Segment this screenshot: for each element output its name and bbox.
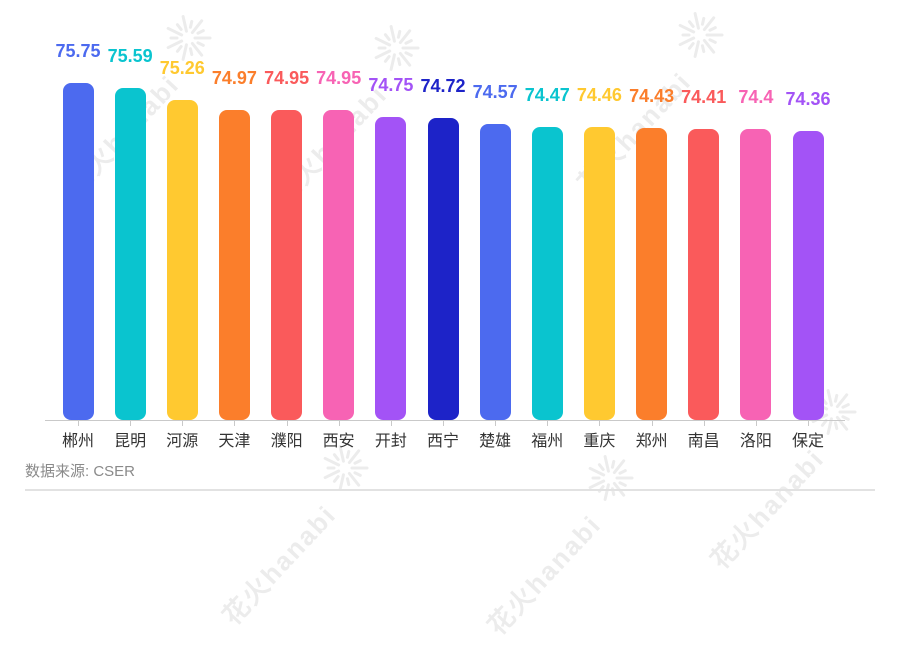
bar-郑州[interactable] [636,128,668,420]
value-label: 74.36 [785,88,831,109]
value-label: 74.72 [420,76,466,97]
bar-昆明[interactable] [114,88,146,420]
value-label: 74.95 [264,68,310,89]
x-axis-label: 昆明 [114,433,147,450]
value-label: 74.43 [629,86,675,107]
value-label: 74.57 [472,81,518,102]
data-source-label: 数据来源: CSER [25,463,136,480]
bar-福州[interactable] [531,126,563,420]
x-axis-tick [390,421,392,426]
bar-濮阳[interactable] [271,110,303,420]
x-axis-tick [703,421,705,426]
x-axis-label: 濮阳 [270,433,303,450]
x-axis-tick [443,421,444,426]
x-axis-label: 福州 [531,433,564,450]
bar-郴州[interactable] [62,82,94,420]
bar-洛阳[interactable] [740,129,772,420]
x-axis-label: 郑州 [635,433,668,450]
value-label: 74.46 [576,85,622,106]
x-axis-tick [755,421,757,426]
x-axis-line [45,420,845,421]
bar-天津[interactable] [218,109,250,420]
firework-icon [588,455,634,501]
x-axis-label: 洛阳 [739,433,772,450]
x-axis-label: 保定 [791,433,824,450]
bar-重庆[interactable] [583,127,615,420]
x-axis-tick [651,421,653,426]
watermark-text: 花火hanabi [704,443,831,575]
x-axis-label: 天津 [218,433,251,450]
bar-西安[interactable] [323,110,355,420]
bar-南昌[interactable] [688,129,720,420]
bar-保定[interactable] [792,130,824,420]
x-axis-tick [130,421,132,426]
value-label: 74.97 [211,67,257,88]
value-label: 75.26 [159,57,205,78]
x-axis-tick [286,421,288,426]
bar-开封[interactable] [375,117,407,421]
watermark-text: 花火hanabi [481,509,608,641]
x-axis-tick [599,421,601,426]
x-axis-tick [234,421,236,426]
x-axis-tick [338,421,340,426]
value-label: 74.75 [368,75,414,96]
x-axis-label: 重庆 [583,433,616,450]
chart-canvas: 花火hanabi 花火hanabi 花火hanabi 花火hanabi 花火ha… [25,12,875,641]
x-axis-label: 楚雄 [479,433,512,450]
x-axis-label: 南昌 [687,433,720,450]
value-label: 75.59 [107,46,153,67]
x-axis-label: 西宁 [426,433,459,450]
x-axis-label: 郴州 [61,433,94,450]
bar-楚雄[interactable] [479,123,511,420]
x-axis-tick [495,421,497,426]
watermark-text: 花火hanabi [216,499,343,631]
value-label: 74.41 [681,87,727,107]
firework-icon [678,12,724,58]
divider-line [25,489,875,491]
value-label: 74.47 [524,84,570,105]
x-axis-label: 开封 [374,433,407,450]
value-label: 75.75 [55,40,101,61]
bar-西宁[interactable] [427,118,459,420]
x-axis-label: 西安 [322,433,355,450]
x-axis-tick [547,421,549,426]
value-label: 74.95 [316,68,362,89]
x-axis-label: 河源 [166,433,199,450]
x-axis-tick [182,421,184,426]
x-axis-tick [78,421,79,426]
x-axis-tick [808,421,809,426]
bar-河源[interactable] [166,99,198,420]
value-label: 74.4 [738,87,774,108]
firework-icon [374,25,420,71]
